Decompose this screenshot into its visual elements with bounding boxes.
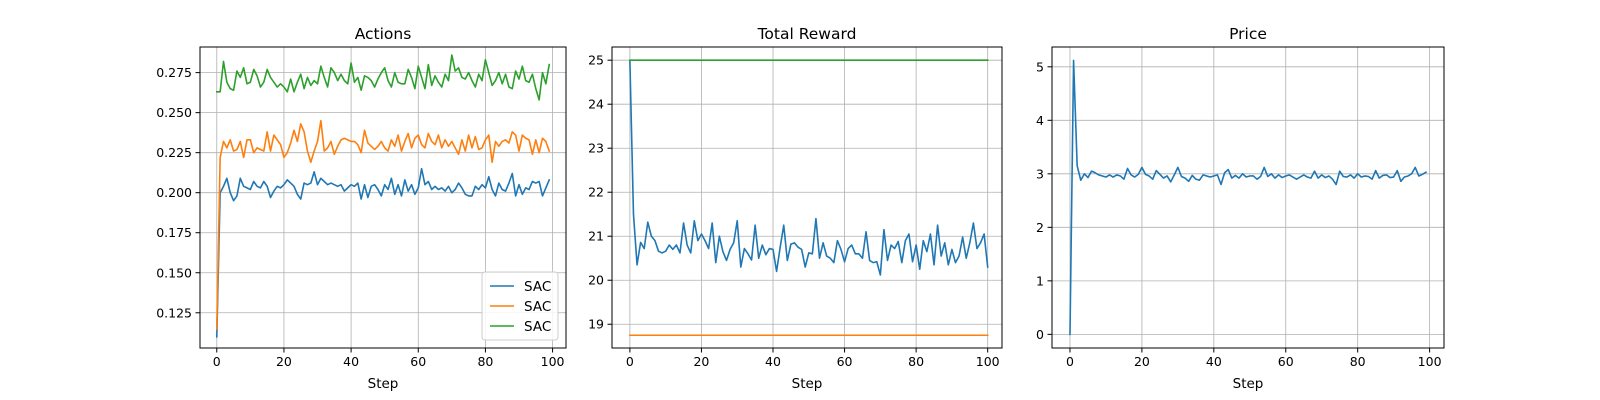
series-line-1: [629, 60, 989, 276]
y-tick-label: 0.225: [156, 145, 192, 160]
y-tick-label: 22: [588, 185, 604, 200]
x-tick-label: 40: [765, 354, 781, 369]
x-tick-label: 100: [541, 354, 565, 369]
x-tick-label: 60: [410, 354, 426, 369]
legend-label: SAC: [524, 299, 551, 315]
y-tick-label: 5: [1036, 59, 1044, 74]
y-tick-label: 23: [588, 141, 604, 156]
y-tick-label: 0.175: [156, 225, 192, 240]
chart-title: Price: [1229, 25, 1267, 43]
x-axis-label: Step: [1233, 376, 1264, 392]
series-line-1: [1069, 59, 1428, 336]
x-tick-label: 100: [1418, 354, 1442, 369]
y-tick-label: 20: [588, 273, 604, 288]
x-tick-label: 80: [1350, 354, 1366, 369]
y-tick-label: 0.150: [156, 265, 192, 280]
x-axis-label: Step: [368, 376, 399, 392]
x-tick-label: 60: [1278, 354, 1294, 369]
x-tick-label: 0: [1066, 354, 1074, 369]
series-line-2: [215, 119, 551, 330]
x-tick-label: 20: [276, 354, 292, 369]
chart-3: 0 20 40 60 80 100 0 1 2 3 4 5 Price Step: [1036, 25, 1445, 392]
y-tick-label: 25: [588, 53, 604, 68]
y-tick-label: 1: [1036, 273, 1044, 288]
y-tick-label: 0.275: [156, 65, 192, 80]
x-tick-label: 60: [837, 354, 853, 369]
y-tick-label: 0.250: [156, 105, 192, 120]
y-tick-label: 0.200: [156, 185, 192, 200]
chart-1: 0 20 40 60 80 100 0.125 0.150 0.175 0.200 0.225 0.2…: [156, 25, 567, 392]
plot-frame: [1051, 46, 1445, 349]
x-tick-label: 100: [976, 354, 1000, 369]
x-tick-label: 40: [343, 354, 359, 369]
chart-title: Total Reward: [757, 25, 857, 43]
x-tick-label: 80: [477, 354, 493, 369]
x-tick-label: 40: [1206, 354, 1222, 369]
legend-label: SAC: [524, 319, 551, 335]
series-line-3: [215, 54, 551, 101]
y-tick-label: 19: [588, 317, 604, 332]
y-tick-label: 3: [1036, 166, 1044, 181]
y-tick-label: 21: [588, 229, 604, 244]
legend: SAC SAC SAC: [481, 271, 559, 341]
x-tick-label: 80: [908, 354, 924, 369]
x-tick-label: 20: [693, 354, 709, 369]
x-tick-label: 20: [1134, 354, 1150, 369]
chart-2: 0 20 40 60 80 100 19 20 21 22 23 24 25 Total Reward St…: [588, 25, 1003, 392]
y-tick-label: 2: [1036, 220, 1044, 235]
x-tick-label: 0: [213, 354, 221, 369]
x-tick-label: 0: [626, 354, 634, 369]
chart-title: Actions: [355, 25, 412, 43]
plot-frame: [611, 46, 1003, 349]
series-line-1: [215, 167, 551, 338]
legend-box: [481, 271, 559, 341]
plot-frame: [199, 46, 567, 349]
x-axis-label: Step: [792, 376, 823, 392]
y-tick-label: 24: [588, 97, 604, 112]
legend-label: SAC: [524, 279, 551, 295]
y-tick-label: 0: [1036, 327, 1044, 342]
y-tick-label: 4: [1036, 113, 1044, 128]
y-tick-label: 0.125: [156, 305, 192, 320]
